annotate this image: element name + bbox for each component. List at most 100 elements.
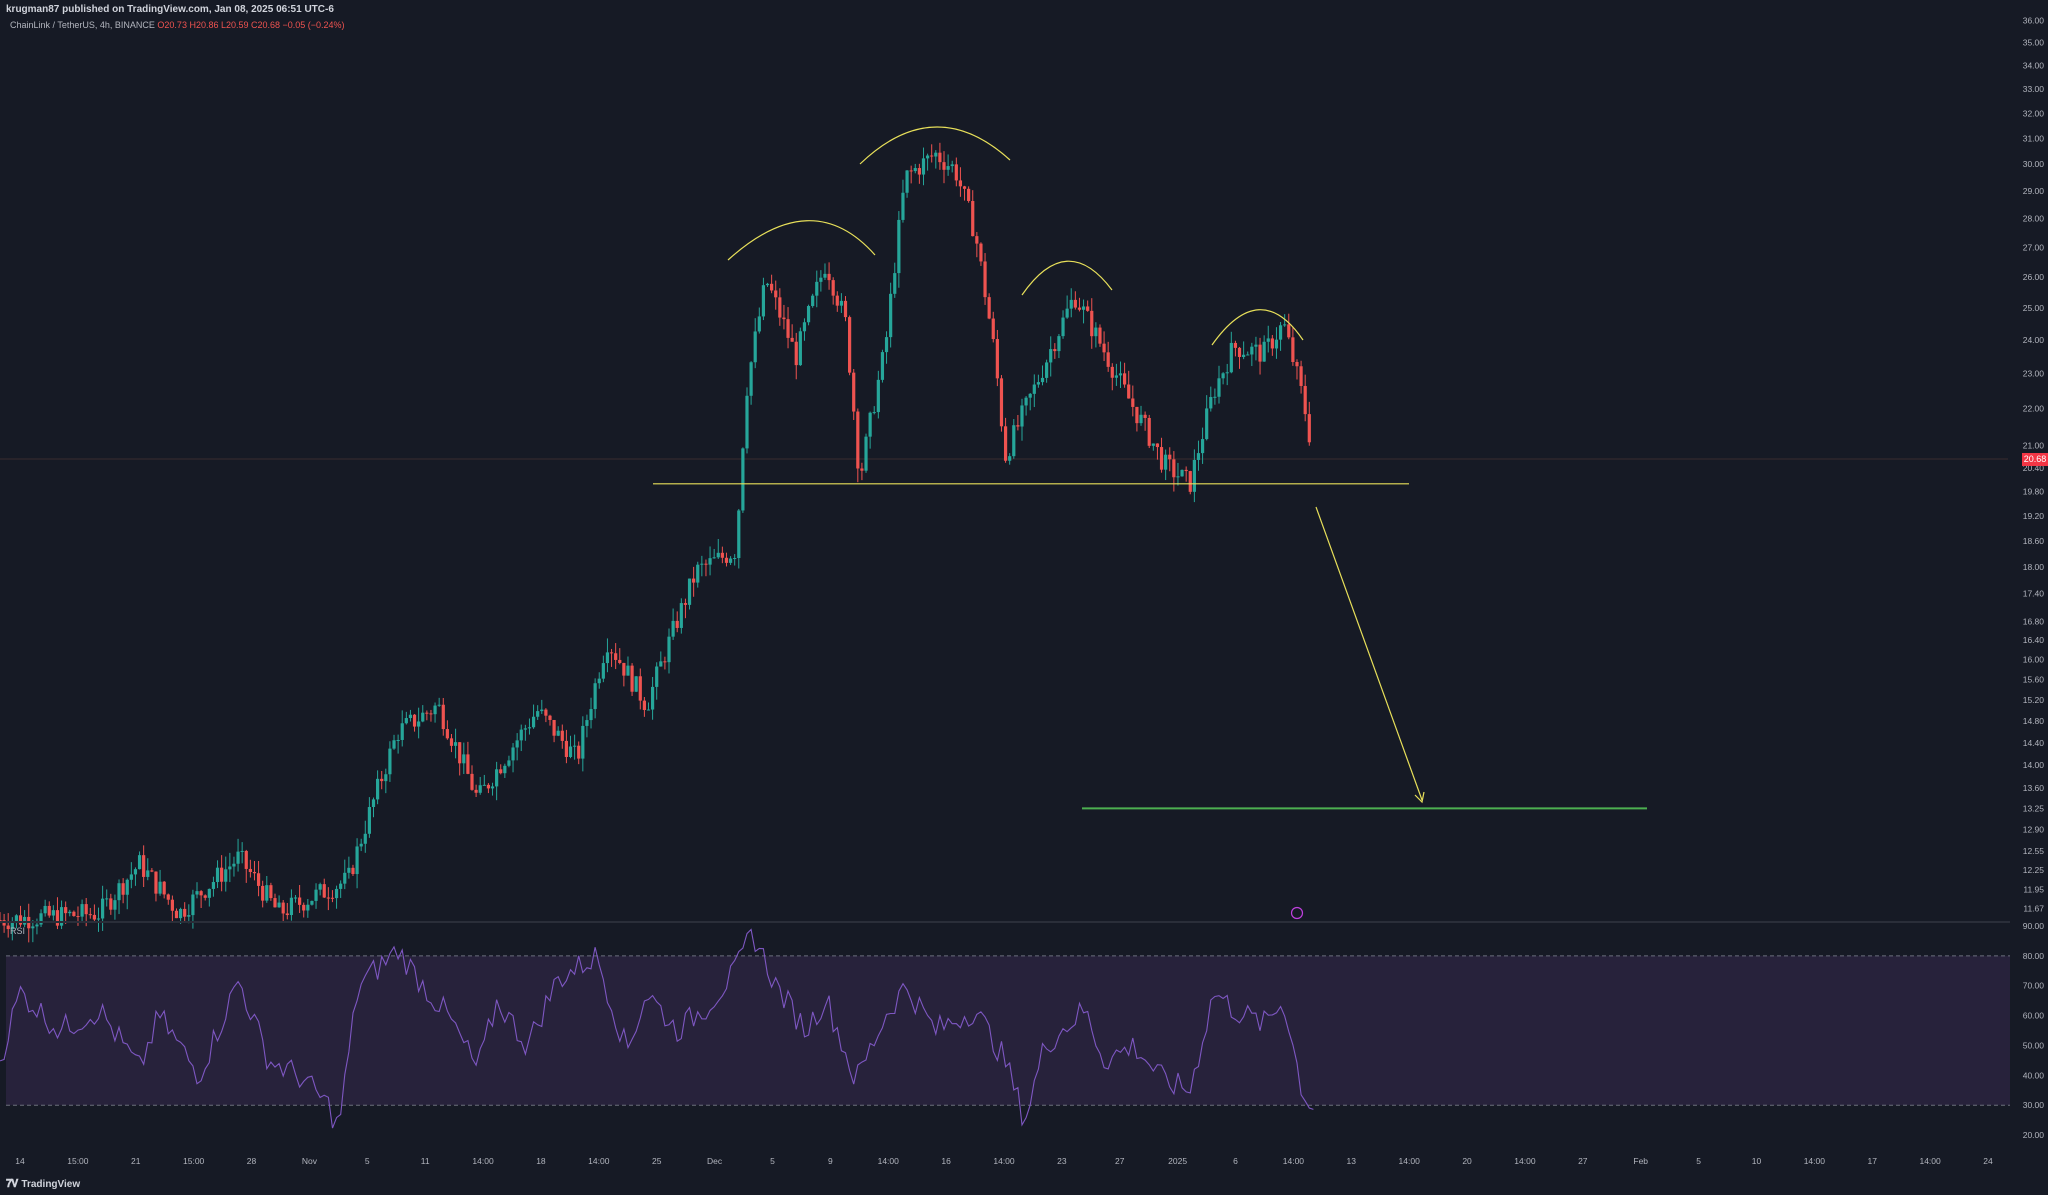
candle-body [1192, 459, 1196, 492]
candle-body [482, 784, 486, 786]
candle-body [466, 754, 470, 774]
price-tick-label: 23.00 [2023, 369, 2045, 379]
time-tick-label: 14:00 [1919, 1156, 1941, 1166]
rsi-label[interactable]: RSI [10, 926, 26, 936]
candle-body [1028, 393, 1032, 398]
candle-body [1061, 317, 1065, 337]
candle-body [359, 843, 363, 847]
price-tick-label: 14.40 [2023, 738, 2045, 748]
candle-body [281, 902, 285, 914]
candle-body [741, 448, 745, 511]
candle-body [1045, 362, 1049, 378]
candle-body [934, 152, 938, 157]
candle-body [1246, 354, 1250, 356]
candle-body [560, 730, 564, 741]
candle-body [84, 904, 88, 915]
candle-body [634, 676, 638, 692]
candle-body [1131, 398, 1135, 407]
price-tick-label: 16.40 [2023, 635, 2045, 645]
candle-body [105, 898, 109, 900]
candle-body [523, 728, 527, 730]
candle-body [400, 723, 404, 740]
candle-body [650, 686, 655, 710]
candle-body [441, 704, 445, 730]
candle-body [68, 911, 72, 914]
candle-body [392, 740, 396, 749]
candle-body [663, 661, 667, 663]
time-tick-label: 20 [1462, 1156, 1472, 1166]
candle-body [1073, 299, 1077, 308]
candle-body [1168, 454, 1172, 460]
candle-body [314, 889, 318, 901]
symbol-name[interactable]: ChainLink / TetherUS, 4h, BINANCE [10, 20, 155, 30]
candle-body [1176, 476, 1180, 478]
candle-body [1307, 414, 1311, 443]
candle-body [646, 709, 651, 711]
candle-body [433, 705, 437, 715]
ohlc-values: O20.73 H20.86 L20.59 C20.68 −0.05 (−0.24… [157, 20, 345, 30]
candle-body [1258, 344, 1262, 362]
candle-body [1102, 343, 1106, 353]
candle-body [642, 700, 646, 711]
candle-body [540, 709, 544, 712]
candle-body [1180, 469, 1184, 477]
price-tick-label: 16.00 [2023, 655, 2045, 665]
candle-body [14, 915, 19, 922]
pattern-arc [1021, 260, 1113, 296]
candle-body [1003, 426, 1008, 461]
candle-body [901, 192, 905, 220]
time-tick-label: 6 [1233, 1156, 1238, 1166]
tradingview-logo-text[interactable]: TradingView [21, 1178, 81, 1190]
candle-body [162, 881, 166, 895]
time-tick-label: 9 [828, 1156, 833, 1166]
candle-body [925, 155, 930, 159]
candle-body [1221, 373, 1225, 379]
time-tick-label: 14:00 [1804, 1156, 1826, 1166]
rsi-tick-label: 40.00 [2023, 1070, 2045, 1080]
candle-body [191, 894, 195, 916]
candle-body [958, 180, 963, 187]
candle-body [1012, 425, 1016, 457]
candle-body [839, 300, 843, 306]
candle-body [215, 867, 220, 883]
candle-body [1196, 453, 1201, 460]
rsi-tick-label: 70.00 [2023, 981, 2045, 991]
candle-body [1053, 349, 1057, 352]
candle-body [552, 719, 556, 736]
candle-body [507, 760, 511, 766]
candle-body [765, 283, 770, 286]
candle-body [363, 833, 367, 844]
pattern-arc [727, 220, 876, 261]
rsi-tick-label: 20.00 [2023, 1130, 2045, 1140]
candle-body [622, 662, 626, 676]
candle-body [1209, 396, 1213, 409]
candle-body [683, 603, 688, 605]
candle-body [236, 851, 240, 864]
time-tick-label: 14 [15, 1156, 25, 1166]
candle-body [43, 905, 47, 914]
candle-body [917, 168, 921, 175]
price-tick-label: 22.00 [2023, 404, 2045, 414]
candle-body [1081, 306, 1086, 310]
candle-body [827, 273, 831, 281]
candle-body [1233, 342, 1238, 348]
candle-body [88, 914, 92, 916]
time-tick-label: Feb [1633, 1156, 1648, 1166]
candle-body [835, 295, 839, 306]
price-tick-label: 18.60 [2023, 536, 2045, 546]
candle-body [339, 883, 343, 889]
pattern-annotations [653, 126, 1647, 920]
candle-body [802, 322, 807, 332]
candle-body [679, 603, 683, 628]
candle-body [761, 285, 766, 317]
rsi-tick-label: 60.00 [2023, 1011, 2045, 1021]
candle-body [1270, 338, 1274, 349]
candle-body [1143, 414, 1147, 418]
candle-body [490, 786, 495, 789]
candle-body [811, 295, 815, 307]
candle-body [704, 563, 708, 565]
candle-body [1008, 456, 1012, 461]
candle-body [23, 916, 27, 925]
candle-body [137, 855, 142, 870]
